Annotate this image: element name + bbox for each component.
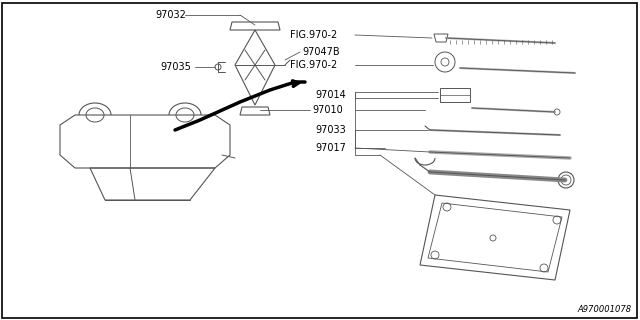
Text: 97032: 97032 (155, 10, 186, 20)
Text: 97035: 97035 (160, 62, 191, 72)
Text: 97010: 97010 (312, 105, 343, 115)
Text: A970001078: A970001078 (578, 305, 632, 314)
Text: 97017: 97017 (315, 143, 346, 153)
Text: FIG.970-2: FIG.970-2 (290, 30, 337, 40)
Text: 97014: 97014 (315, 90, 346, 100)
Text: 97047B: 97047B (302, 47, 340, 57)
Text: FIG.970-2: FIG.970-2 (290, 60, 337, 70)
Text: 97033: 97033 (315, 125, 346, 135)
